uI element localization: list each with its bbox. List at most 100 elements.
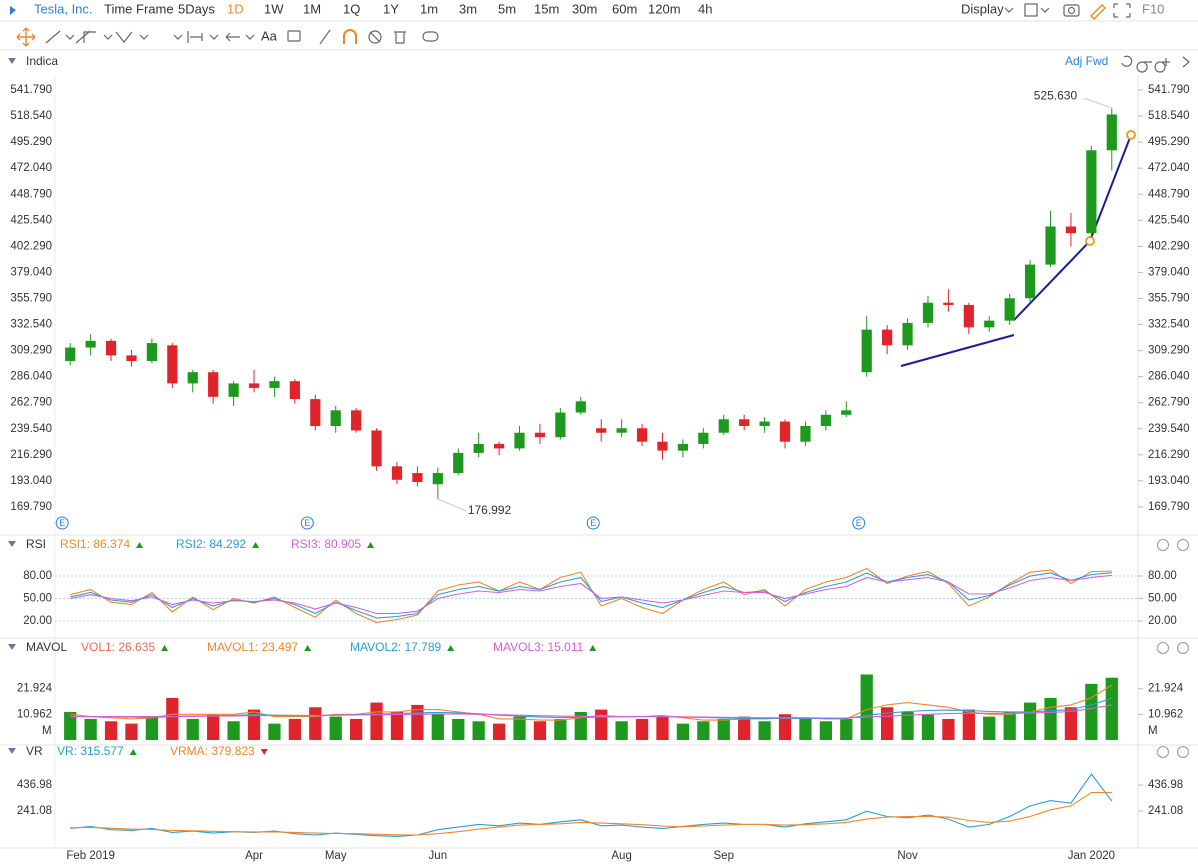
period-button[interactable]: 1Q [343,1,360,16]
y-tick-label: 472.040 [1148,162,1190,174]
candle-body [371,430,382,467]
y-tick-label: 80.00 [1148,570,1177,582]
candle-body [984,320,995,328]
comment-tool[interactable] [287,30,301,42]
volume-bar [1105,677,1118,740]
volume-bar [104,721,118,740]
close-icon [1157,539,1169,551]
link-tool[interactable] [422,31,439,42]
drawing-tools[interactable] [45,29,331,45]
trend-line[interactable] [900,334,1015,367]
text-tool[interactable]: Aa [261,28,278,43]
candle-body [412,473,423,483]
candle-body [167,345,178,384]
y-tick-label: 541.790 [10,84,52,96]
series-line [70,792,1112,836]
volume-bar [492,723,506,740]
volume-bar [1023,702,1037,740]
volume-bar [840,718,853,740]
period-button[interactable]: 5m [498,1,516,16]
period-button[interactable]: 30m [572,1,597,16]
symbol-icon [10,6,16,15]
trend-arrow [136,542,144,548]
close-icon [1157,642,1169,654]
period-buttons: 5Days 1D 1W 1M 1Q 1Y 1m 3m 5m 15m 30m 60m 120m 4h [178,1,712,16]
legend-entry: MAVOL3: 15.011 [493,640,584,654]
y-tick-label: 241.08 [17,805,52,817]
candle-body [820,414,831,426]
candle-body [269,381,280,388]
delete-tool[interactable] [394,31,406,44]
period-button[interactable]: 1Y [383,1,399,16]
volume-bar [207,714,220,740]
event-label: E [59,518,65,528]
symbol[interactable]: Tesla, Inc. [34,1,93,16]
y-tick-label: 436.98 [17,779,52,791]
period-button[interactable]: 1D [227,1,244,16]
y-tick-label: 402.290 [1148,240,1190,252]
candle-body [289,381,300,400]
legend-entry: VOL1: 26.635 [81,640,155,654]
move-tool[interactable] [16,27,36,47]
adjust-mode[interactable]: Adj Fwd [1065,54,1108,68]
hide-tool[interactable] [368,30,382,44]
period-button[interactable]: 1W [264,1,284,16]
display-menu[interactable]: Display [961,1,1004,16]
candle-body [1106,114,1117,151]
low-label: 176.992 [468,503,512,517]
x-tick-label: Sep [714,850,734,862]
f10-button[interactable]: F10 [1142,1,1164,16]
panel-controls[interactable] [1121,55,1190,73]
volume-bar [247,709,261,740]
camera-icon[interactable] [1063,4,1080,17]
volume-bar [186,718,199,740]
dropdown-icons [65,34,255,40]
period-button[interactable]: 1M [303,1,321,16]
trend-arrow [129,749,137,755]
collapse-icon [8,644,16,650]
period-button[interactable]: 4h [698,1,712,16]
y-tick-label: 286.040 [10,371,52,383]
volume-bar [268,723,281,740]
y-tick-label: 241.08 [1148,805,1183,817]
candle-body [922,302,934,323]
y-tick-label: 10.962 [17,708,52,720]
y-tick-label: 332.540 [1148,319,1190,331]
event-marker [300,516,314,530]
x-tick-label: Aug [611,850,631,862]
volume-bar [635,718,649,740]
volume-bar [513,716,526,740]
trend-handle[interactable] [1126,130,1136,140]
x-tick-label: Nov [897,850,918,862]
period-button[interactable]: 60m [612,1,637,16]
settings-icon [1177,539,1189,551]
volume-bar [431,714,444,740]
volume-bar [921,714,935,740]
magnet-tool[interactable] [343,29,357,44]
trend-arrow [589,645,597,651]
candle-body [698,432,709,444]
checkbox[interactable] [1024,3,1038,17]
y-tick-label: 10.962 [1148,708,1183,720]
series-line [70,574,1112,615]
candle-body [718,419,729,433]
period-button[interactable]: 120m [648,1,681,16]
y-tick-label: 169.790 [1148,501,1190,513]
settings-icon [1177,746,1189,758]
candle-body [943,302,954,305]
fullscreen-icon[interactable] [1113,3,1131,18]
collapse-icon [8,58,16,64]
trend-handle[interactable] [1085,236,1095,246]
period-button[interactable]: 1m [420,1,438,16]
draw-icon[interactable] [1090,4,1106,20]
legend-entry: RSI1: 86.374 [60,537,130,551]
period-button[interactable]: 3m [459,1,477,16]
candle-body [330,410,341,426]
x-tick-label: May [325,850,347,862]
period-button[interactable]: 15m [534,1,559,16]
candle-body [514,432,525,449]
candle-body [208,372,219,397]
volume-bar [738,716,751,740]
candle-body [759,421,770,426]
period-button[interactable]: 5Days [178,1,215,16]
